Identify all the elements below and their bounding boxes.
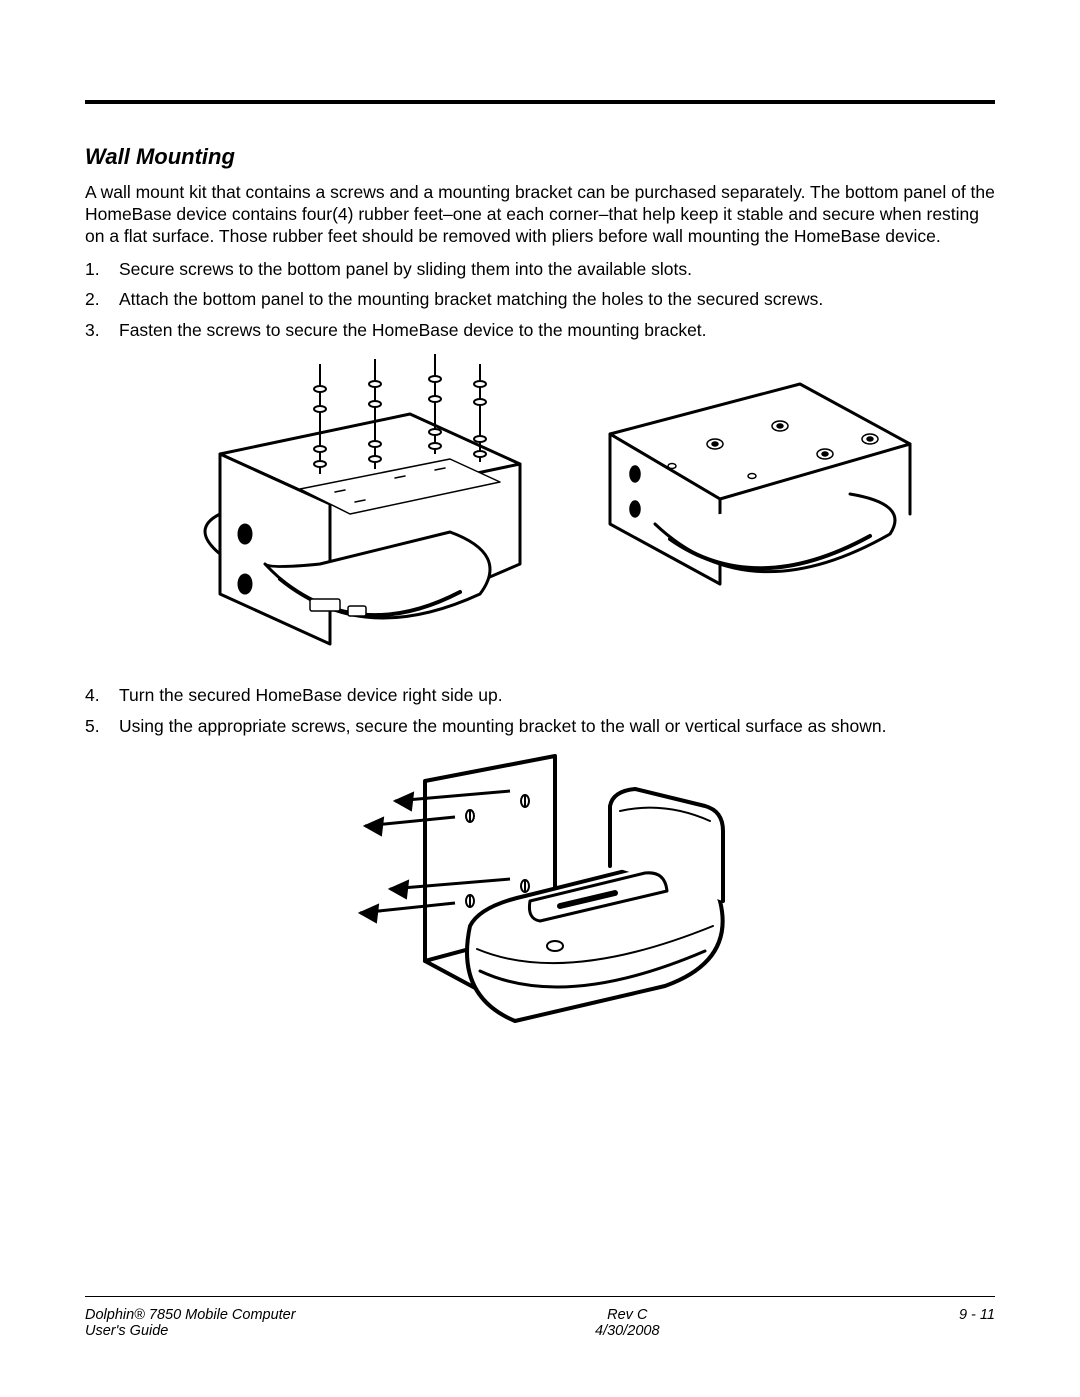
step-1: Secure screws to the bottom panel by sli… (85, 258, 995, 281)
figure-row-1 (85, 354, 995, 674)
step-5: Using the appropriate screws, secure the… (85, 715, 995, 738)
figure-row-2 (85, 751, 995, 1061)
top-rule (85, 100, 995, 104)
footer-page: 9 - 11 (959, 1307, 995, 1323)
footer-line: Dolphin® 7850 Mobile Computer User's Gui… (85, 1307, 995, 1339)
intro-paragraph: A wall mount kit that contains a screws … (85, 182, 995, 248)
page-footer: Dolphin® 7850 Mobile Computer User's Gui… (85, 1296, 995, 1339)
figure-assembled-bottom (570, 354, 930, 634)
figure-exploded-assembly (150, 354, 550, 674)
footer-product: Dolphin® 7850 Mobile Computer (85, 1307, 296, 1323)
footer-date: 4/30/2008 (595, 1323, 660, 1339)
step-3: Fasten the screws to secure the HomeBase… (85, 319, 995, 342)
footer-right: 9 - 11 (959, 1307, 995, 1339)
footer-rule (85, 1296, 995, 1297)
step-4: Turn the secured HomeBase device right s… (85, 684, 995, 707)
footer-guide: User's Guide (85, 1323, 168, 1339)
step-2: Attach the bottom panel to the mounting … (85, 288, 995, 311)
steps-list-a: Secure screws to the bottom panel by sli… (85, 258, 995, 342)
page-content: Wall Mounting A wall mount kit that cont… (85, 100, 995, 1337)
footer-rev: Rev C (607, 1307, 647, 1323)
footer-left: Dolphin® 7850 Mobile Computer User's Gui… (85, 1307, 296, 1339)
figure-wall-mounted (305, 751, 775, 1061)
footer-center: Rev C 4/30/2008 (595, 1307, 660, 1339)
steps-list-b: Turn the secured HomeBase device right s… (85, 684, 995, 738)
section-title: Wall Mounting (85, 144, 995, 170)
